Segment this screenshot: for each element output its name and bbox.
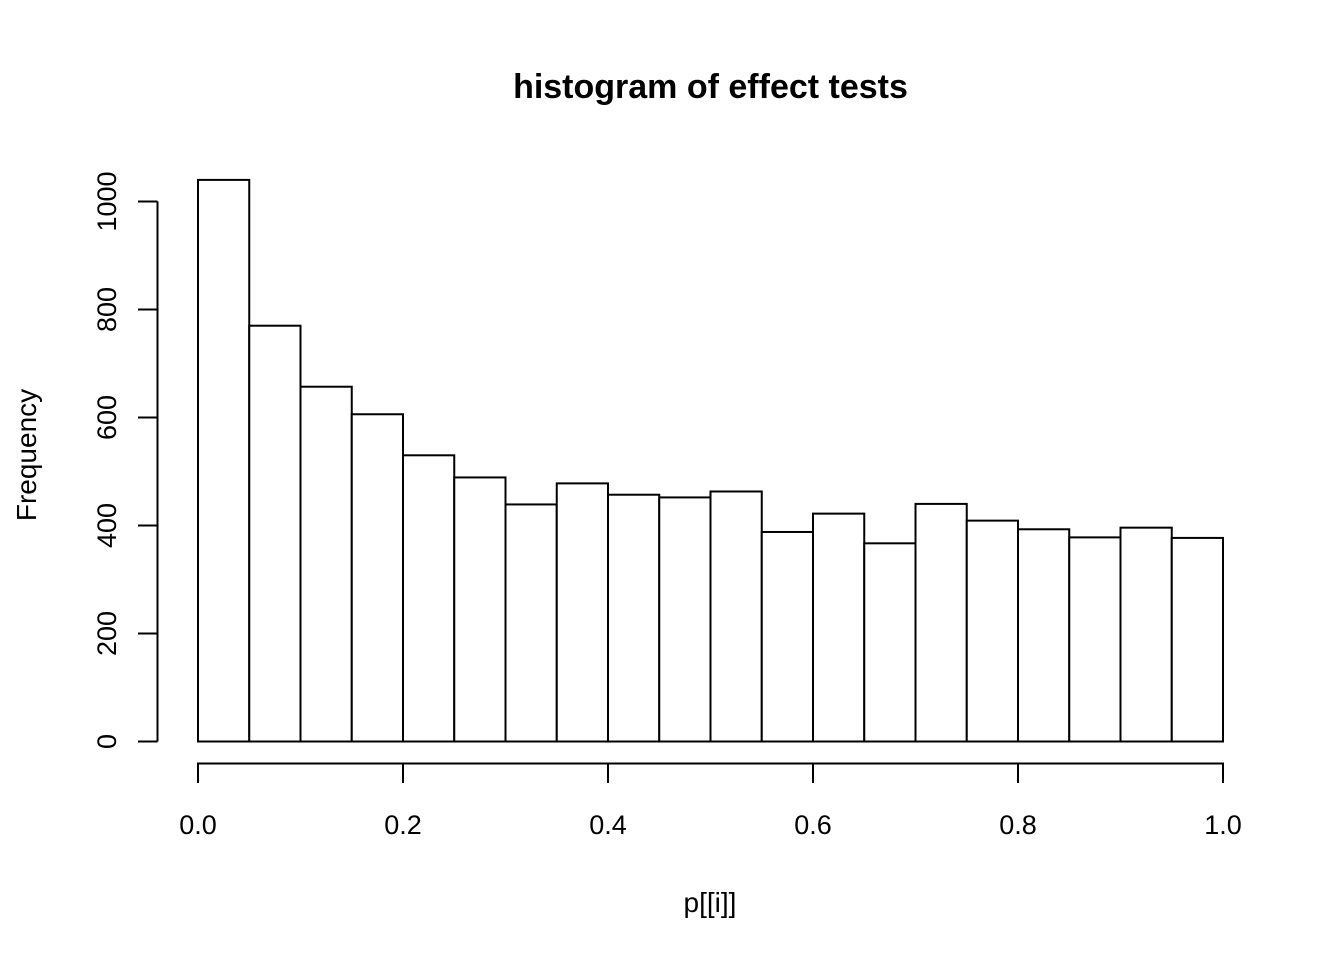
- histogram-bar: [299, 385, 353, 743]
- histogram-bar: [914, 502, 968, 743]
- y-axis: 0 200 400 600 800 1000: [92, 171, 159, 749]
- histogram-bar: [1119, 526, 1173, 743]
- histogram-bar: [812, 512, 866, 743]
- y-tick-label: 400: [92, 503, 122, 548]
- histogram-bar: [658, 496, 712, 743]
- x-tick-label: 0.8: [999, 810, 1037, 840]
- histogram-bar: [555, 482, 609, 743]
- histogram-bar: [760, 530, 814, 743]
- x-tick-label: 0.0: [179, 810, 217, 840]
- x-axis: 0.0 0.2 0.4 0.6 0.8 1.0: [179, 762, 1242, 840]
- histogram-bar: [1170, 536, 1224, 743]
- y-tick-label: 800: [92, 287, 122, 332]
- histogram-bar: [709, 490, 763, 743]
- histogram-bar: [402, 454, 456, 743]
- y-tick-label: 0: [92, 734, 122, 749]
- y-tick-label: 200: [92, 611, 122, 656]
- x-tick-label: 1.0: [1204, 810, 1242, 840]
- histogram-bar: [965, 519, 1019, 743]
- histogram-bar: [1068, 536, 1122, 743]
- x-tick-label: 0.4: [589, 810, 627, 840]
- y-tick-label: 600: [92, 395, 122, 440]
- x-tick-label: 0.6: [794, 810, 832, 840]
- histogram-bar: [350, 413, 404, 743]
- histogram-bar: [1017, 528, 1071, 743]
- histogram-bar: [453, 476, 507, 743]
- histogram-bar: [504, 503, 558, 743]
- y-tick-label: 1000: [92, 171, 122, 231]
- histogram-bar: [863, 542, 917, 743]
- x-axis-title: p[[i]]: [683, 887, 737, 918]
- histogram-bar: [607, 493, 661, 743]
- chart-title: histogram of effect tests: [513, 68, 908, 106]
- bars-layer: [197, 178, 1224, 743]
- histogram-bar: [197, 178, 251, 743]
- histogram-bar: [248, 324, 302, 743]
- x-tick-label: 0.2: [384, 810, 422, 840]
